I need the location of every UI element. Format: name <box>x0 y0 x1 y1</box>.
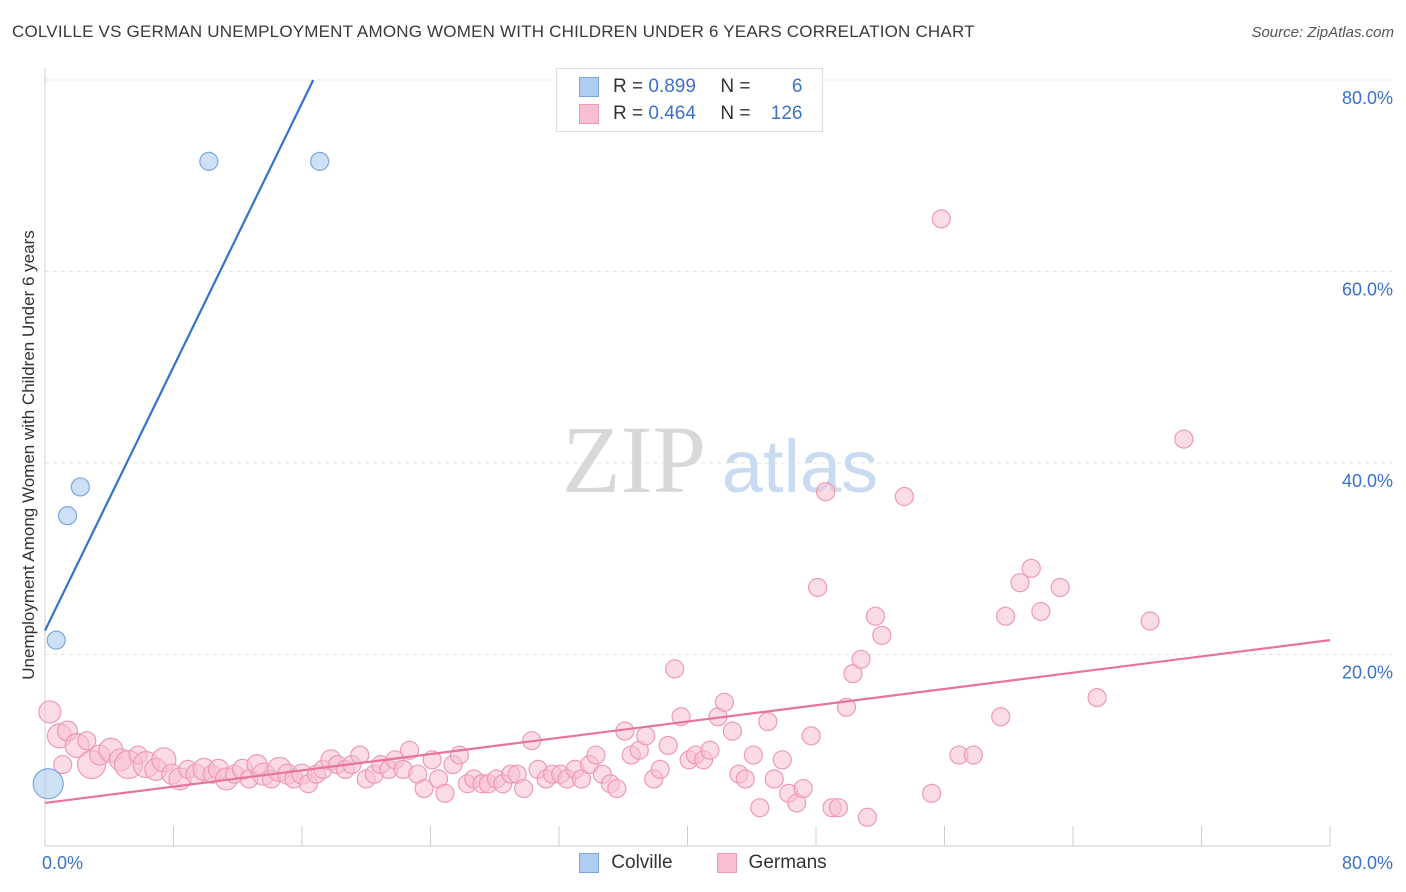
germans-point <box>750 798 770 818</box>
colville-point <box>57 506 78 526</box>
germans-point <box>963 745 984 765</box>
tick-labels: 20.0% 40.0% 60.0% 80.0% 0.0% 80.0% <box>42 88 1393 873</box>
germans-point <box>650 759 670 780</box>
germans-point <box>828 798 849 818</box>
germans-point <box>636 726 656 746</box>
germans-point <box>607 778 627 799</box>
r-label: R = <box>613 76 644 97</box>
germans-point <box>514 778 534 799</box>
source-label: Source: ZipAtlas.com <box>1251 24 1394 41</box>
germans-point <box>793 778 813 799</box>
germans-swatch <box>716 853 737 873</box>
germans-point <box>722 721 743 741</box>
axes <box>44 68 1331 847</box>
germans-point <box>857 807 878 827</box>
germans-point <box>801 726 821 746</box>
watermark-zip: ZIP <box>562 406 706 513</box>
legend: R = 0.899 N = 6 R = 0.464 N = 126 <box>556 68 823 132</box>
legend-row-germans: R = 0.464 N = 126 <box>579 101 803 127</box>
trend-lines <box>44 79 1331 805</box>
germans-point <box>851 649 871 669</box>
germans-point <box>435 783 455 803</box>
bottom-legend-colville[interactable]: Colville <box>579 852 673 874</box>
germans-point <box>38 700 62 724</box>
y-tick-label: 60.0% <box>1342 280 1393 300</box>
bottom-legend: Colville Germans <box>0 852 1406 874</box>
germans-point <box>571 769 592 789</box>
bottom-legend-label: Colville <box>611 852 673 873</box>
germans-point <box>772 750 792 770</box>
germans-point <box>1031 601 1051 622</box>
x-tick-label: 0.0% <box>42 853 83 873</box>
colville-swatch <box>579 77 599 97</box>
watermark-atlas: atlas <box>722 425 878 508</box>
germans-point <box>764 769 784 789</box>
n-label: N = <box>720 103 751 124</box>
germans-swatch <box>579 104 599 124</box>
germans-series <box>38 209 1194 827</box>
colville-point <box>310 151 330 171</box>
germans-point <box>658 735 678 756</box>
germans-point <box>894 486 914 507</box>
germans-point <box>922 783 942 803</box>
y-tick-label: 20.0% <box>1342 663 1393 683</box>
germans-point <box>665 659 685 679</box>
colville-point <box>46 630 66 650</box>
germans-point <box>931 209 951 229</box>
y-tick-label: 40.0% <box>1342 471 1393 491</box>
germans-r-value: 0.464 <box>648 103 696 124</box>
germans-point <box>872 625 892 645</box>
germans-point <box>1140 611 1160 631</box>
germans-point <box>808 577 828 598</box>
r-label: R = <box>613 103 644 124</box>
colville-swatch <box>579 853 600 873</box>
germans-point <box>991 707 1011 727</box>
germans-point <box>743 745 763 765</box>
gridlines <box>45 79 1392 655</box>
colville-n-value: 6 <box>791 76 803 97</box>
germans-point <box>1050 577 1070 598</box>
watermark: ZIP atlas <box>562 406 878 513</box>
germans-point <box>77 731 97 751</box>
colville-trend-line <box>44 79 315 632</box>
y-axis-label: Unemployment Among Women with Children U… <box>19 230 38 679</box>
colville-series <box>32 151 330 800</box>
legend-row-colville: R = 0.899 N = 6 <box>579 74 803 100</box>
germans-point <box>53 755 73 775</box>
y-tick-label: 80.0% <box>1342 88 1393 108</box>
germans-trend-line <box>44 639 1331 805</box>
bottom-legend-label: Germans <box>748 852 827 873</box>
germans-point <box>995 606 1016 626</box>
germans-point <box>735 769 755 789</box>
germans-point <box>1021 558 1041 578</box>
germans-point <box>843 664 863 684</box>
germans-point <box>1174 429 1194 449</box>
germans-point <box>865 606 886 626</box>
germans-point <box>586 745 606 765</box>
germans-point <box>400 740 420 760</box>
colville-point <box>32 768 64 800</box>
germans-point <box>758 711 778 732</box>
colville-point <box>199 151 219 171</box>
bottom-legend-germans[interactable]: Germans <box>716 852 827 874</box>
x-tick-label: 80.0% <box>1342 853 1393 873</box>
germans-point <box>816 482 836 502</box>
colville-r-value: 0.899 <box>648 76 696 97</box>
chart-title: COLVILLE VS GERMAN UNEMPLOYMENT AMONG WO… <box>12 22 975 41</box>
n-label: N = <box>720 76 751 97</box>
colville-point <box>70 477 90 497</box>
germans-point <box>700 740 720 760</box>
germans-point <box>1010 573 1030 593</box>
germans-point <box>414 778 434 799</box>
germans-point <box>1087 687 1107 708</box>
germans-point <box>714 692 735 712</box>
germans-n-value: 126 <box>770 103 803 124</box>
